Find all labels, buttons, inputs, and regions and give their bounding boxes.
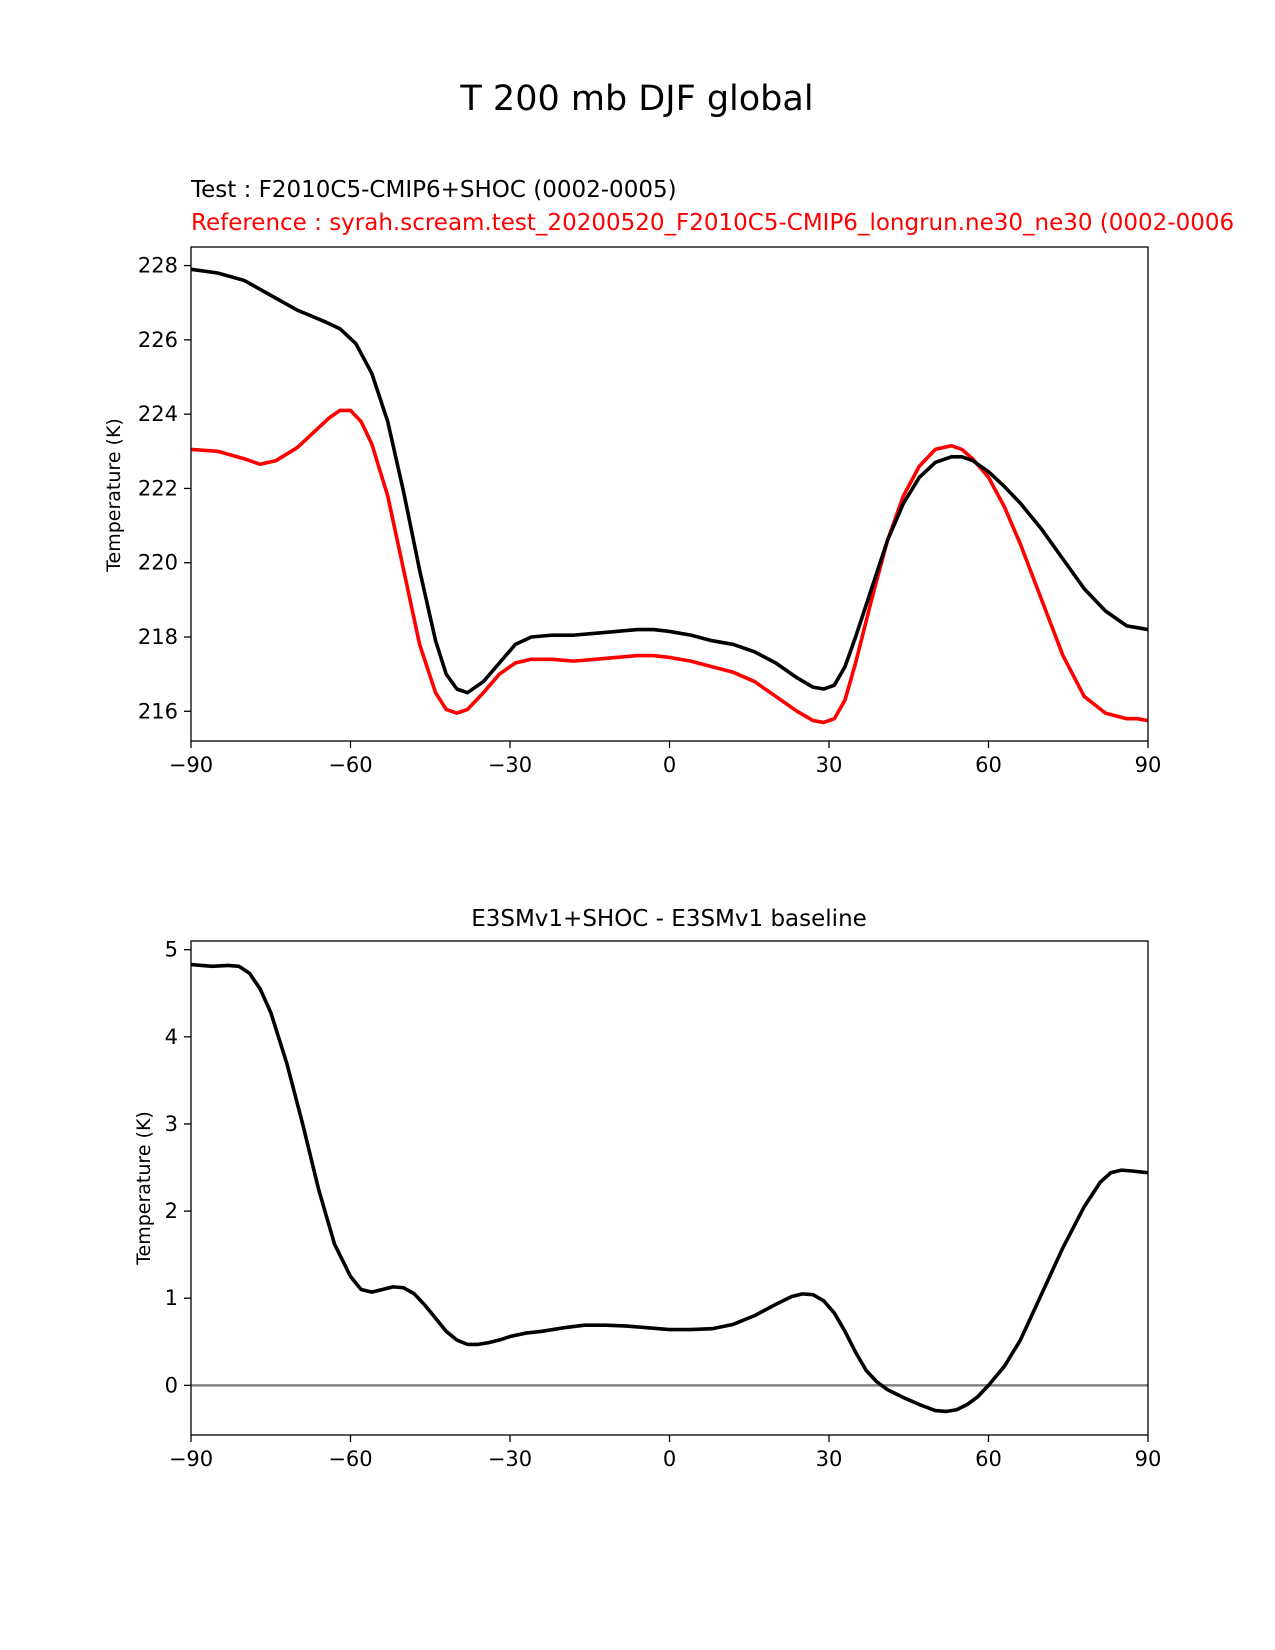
top-y-tick-label: 224 xyxy=(138,402,178,426)
bottom-series-group xyxy=(191,962,1148,1414)
bottom-y-tick-label: 0 xyxy=(165,1373,178,1397)
top-x-tick-label: 60 xyxy=(975,753,1002,777)
bottom-x-tick-label: 0 xyxy=(663,1447,676,1471)
top-x-tick-label: 90 xyxy=(1135,753,1162,777)
bottom-x-tick-label: −30 xyxy=(488,1447,532,1471)
bottom-y-tick-label: 2 xyxy=(165,1199,178,1223)
bottom-x-tick-label: −90 xyxy=(169,1447,213,1471)
top-title-reference: Reference : syrah.scream.test_20200520_F… xyxy=(191,210,1234,236)
top-y-tick-label: 218 xyxy=(138,625,178,649)
bottom-y-tick-label: 4 xyxy=(165,1025,178,1049)
bottom-x-tick-label: −60 xyxy=(328,1447,372,1471)
top-x-tick-label: 0 xyxy=(663,753,676,777)
bottom-line-chart: E3SMv1+SHOC - E3SMv1 baseline Temperatur… xyxy=(133,906,1161,1471)
top-x-tick-label: −30 xyxy=(488,753,532,777)
top-y-tick-label: 220 xyxy=(138,551,178,575)
top-y-axis-label: Temperature (K) xyxy=(103,418,125,573)
bottom-test-line xyxy=(191,962,1148,1414)
bottom-title: E3SMv1+SHOC - E3SMv1 baseline xyxy=(471,906,867,932)
bottom-plot-area: −90 −60 −30 0 30 60 90 0 1 2 3 4 5 xyxy=(165,938,1162,1471)
figure-suptitle: T 200 mb DJF global xyxy=(459,79,813,119)
top-test-line xyxy=(191,267,1148,695)
top-line-chart: Test : F2010C5-CMIP6+SHOC (0002-0005) Re… xyxy=(103,177,1234,777)
top-y-tick-label: 222 xyxy=(138,476,178,500)
bottom-y-tick-label: 3 xyxy=(165,1112,178,1136)
bottom-x-tick-label: 90 xyxy=(1135,1447,1162,1471)
bottom-y-tick-label: 5 xyxy=(165,938,178,962)
top-x-tick-label: 30 xyxy=(816,753,843,777)
top-plot-area: −90 −60 −30 0 30 60 90 216 218 220 222 224 226 228 xyxy=(138,246,1162,777)
top-y-tick-label: 216 xyxy=(138,699,178,723)
bottom-x-tick-label: 30 xyxy=(816,1447,843,1471)
bottom-x-tick-label: 60 xyxy=(975,1447,1002,1471)
bottom-y-tick-label: 1 xyxy=(165,1286,178,1310)
top-x-tick-label: −90 xyxy=(169,753,213,777)
bottom-y-axis-label: Temperature (K) xyxy=(133,1111,155,1266)
top-x-tick-label: −60 xyxy=(328,753,372,777)
top-y-tick-label: 226 xyxy=(138,328,178,352)
top-series-group xyxy=(191,267,1148,725)
top-title-test: Test : F2010C5-CMIP6+SHOC (0002-0005) xyxy=(190,177,677,203)
top-y-tick-label: 228 xyxy=(138,254,178,278)
